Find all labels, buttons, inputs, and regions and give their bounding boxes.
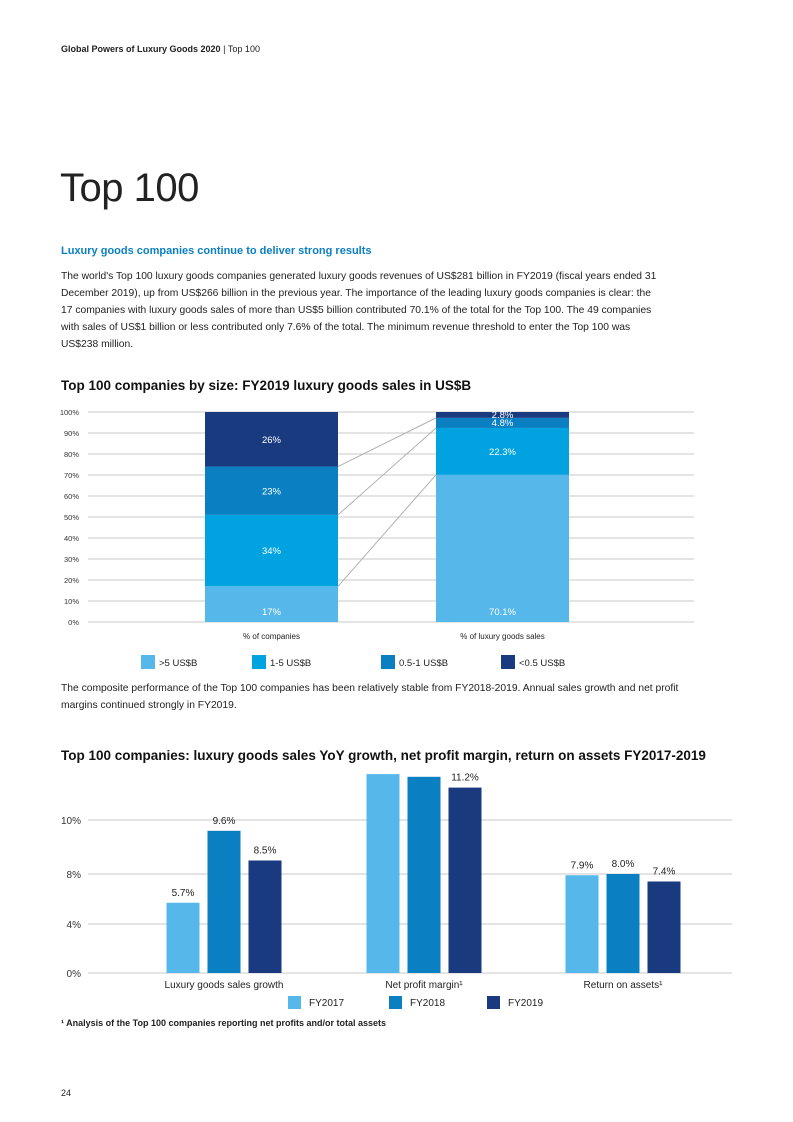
report-header: Global Powers of Luxury Goods 2020 | Top… bbox=[61, 44, 260, 54]
chart2-legend-label: FY2017 bbox=[309, 998, 344, 1009]
chart1-y-tick-label: 40% bbox=[64, 534, 79, 543]
chart2-legend-swatch-fy2019 bbox=[487, 996, 500, 1009]
chart1-bar-0-5-1-us-b-2 bbox=[436, 417, 569, 428]
chart1-bar-5-us-b-1 bbox=[205, 586, 338, 622]
chart2-data-label: 5.7% bbox=[172, 888, 195, 899]
chart1-bar-5-us-b-2 bbox=[436, 474, 569, 622]
performance-paragraph: The composite performance of the Top 100… bbox=[61, 683, 679, 711]
chart1-legend-swatch-5-us-b bbox=[141, 655, 155, 669]
chart1-y-tick-label: 30% bbox=[64, 555, 79, 564]
header-separator: | bbox=[223, 44, 226, 54]
chart1-y-tick-label: 80% bbox=[64, 450, 79, 459]
size-stacked-bar-chart: 0% 10% 20% 30% 40% 50% 60% 70% 80% 90% 100% % of co… bbox=[60, 408, 694, 669]
chart1-title: Top 100 companies by size: FY2019 luxury… bbox=[61, 378, 472, 393]
chart1-data-label: 22.3% bbox=[489, 447, 516, 458]
header-section: Top 100 bbox=[227, 44, 260, 54]
chart2-bar-fy2019-1 bbox=[248, 860, 282, 973]
chart2-bar-fy2018-3 bbox=[606, 874, 640, 973]
report-title: Global Powers of Luxury Goods 2020 bbox=[61, 44, 221, 54]
chart2-data-label: 7.4% bbox=[653, 867, 676, 878]
chart2-legend-label: FY2018 bbox=[410, 998, 445, 1009]
chart2-y-tick-label: 0% bbox=[67, 969, 82, 980]
chart1-legend-label: 1-5 US$B bbox=[270, 658, 311, 669]
chart2-data-label: 8.5% bbox=[254, 846, 277, 857]
chart2-y-tick-label: 10% bbox=[61, 816, 81, 827]
page-title: Top 100 bbox=[60, 166, 199, 210]
chart2-bar-fy2019-2 bbox=[448, 787, 482, 973]
chart2-category-label: Net profit margin¹ bbox=[385, 980, 463, 991]
chart1-y-tick-label: 60% bbox=[64, 492, 79, 501]
chart2-legend-swatch-fy2018 bbox=[389, 996, 402, 1009]
chart2-bar-fy2017-3 bbox=[565, 875, 599, 973]
chart1-bar-0-5-1-us-b-1 bbox=[205, 466, 338, 515]
chart1-category-label: % of companies bbox=[243, 632, 300, 641]
chart2-category-label: Return on assets¹ bbox=[584, 980, 664, 991]
chart1-data-label: 34% bbox=[262, 546, 282, 557]
chart2-bar-fy2018-1 bbox=[207, 830, 241, 973]
chart1-y-tick-label: 20% bbox=[64, 576, 79, 585]
chart1-data-label: 23% bbox=[262, 486, 282, 497]
chart2-data-label: 7.9% bbox=[571, 860, 594, 871]
chart1-legend-swatch-0-5-us-b bbox=[501, 655, 515, 669]
chart2-data-label: 11.6% bbox=[410, 770, 438, 773]
chart1-y-tick-label: 0% bbox=[68, 618, 79, 627]
chart2-legend-label: FY2019 bbox=[508, 998, 543, 1009]
chart2-bar-fy2018-2 bbox=[407, 776, 441, 973]
chart1-data-label: 17% bbox=[262, 607, 282, 618]
section-subheading: Luxury goods companies continue to deliv… bbox=[61, 245, 372, 257]
chart1-legend-label: 0.5-1 US$B bbox=[399, 658, 448, 669]
footnote: ¹ Analysis of the Top 100 companies repo… bbox=[61, 1018, 387, 1028]
intro-paragraph: The world's Top 100 luxury goods compani… bbox=[61, 271, 657, 350]
chart2-y-tick-label: 4% bbox=[67, 920, 82, 931]
chart1-y-tick-label: 10% bbox=[64, 597, 79, 606]
chart1-data-label: 4.8% bbox=[492, 418, 514, 429]
chart1-legend-swatch-0-5-1-us-b bbox=[381, 655, 395, 669]
chart2-data-label: 8.0% bbox=[612, 859, 635, 870]
chart2-legend-swatch-fy2017 bbox=[288, 996, 301, 1009]
chart1-y-tick-label: 90% bbox=[64, 429, 79, 438]
chart2-data-label: 9.6% bbox=[213, 816, 236, 827]
chart1-connector-line bbox=[337, 427, 437, 516]
chart1-bar-0-5-us-b-2 bbox=[436, 412, 569, 418]
chart2-category-label: Luxury goods sales growth bbox=[165, 980, 284, 991]
chart1-bar-1-5-us-b-1 bbox=[205, 514, 338, 587]
chart1-data-label: 26% bbox=[262, 435, 282, 446]
chart1-bar-1-5-us-b-2 bbox=[436, 427, 569, 475]
chart2-title: Top 100 companies: luxury goods sales Yo… bbox=[61, 748, 706, 763]
chart1-data-label: 70.1% bbox=[489, 607, 516, 618]
chart1-connector-line bbox=[337, 417, 437, 468]
chart2-data-label: 11.2% bbox=[451, 773, 479, 784]
chart1-category-label: % of luxury goods sales bbox=[460, 632, 545, 641]
page-number: 24 bbox=[61, 1088, 72, 1098]
chart1-legend-label: <0.5 US$B bbox=[519, 658, 565, 669]
performance-grouped-bar-chart: 0% 4% 8% 10% 5.7% 9.6% 8.5% Luxury goods sales … bbox=[61, 770, 732, 1009]
chart1-y-tick-label: 70% bbox=[64, 471, 79, 480]
chart2-bar-fy2019-3 bbox=[647, 881, 681, 973]
chart1-legend-swatch-1-5-us-b bbox=[252, 655, 266, 669]
chart1-data-label: 2.8% bbox=[492, 410, 514, 421]
chart2-bar-fy2017-2 bbox=[366, 774, 400, 973]
chart1-connector-line bbox=[337, 474, 437, 587]
chart2-y-tick-label: 8% bbox=[67, 870, 82, 881]
chart1-y-tick-label: 100% bbox=[60, 408, 80, 417]
chart2-bar-fy2017-1 bbox=[166, 902, 200, 973]
chart1-y-tick-label: 50% bbox=[64, 513, 79, 522]
chart1-legend-label: >5 US$B bbox=[159, 658, 197, 669]
chart1-bar-0-5-us-b-1 bbox=[205, 412, 338, 467]
